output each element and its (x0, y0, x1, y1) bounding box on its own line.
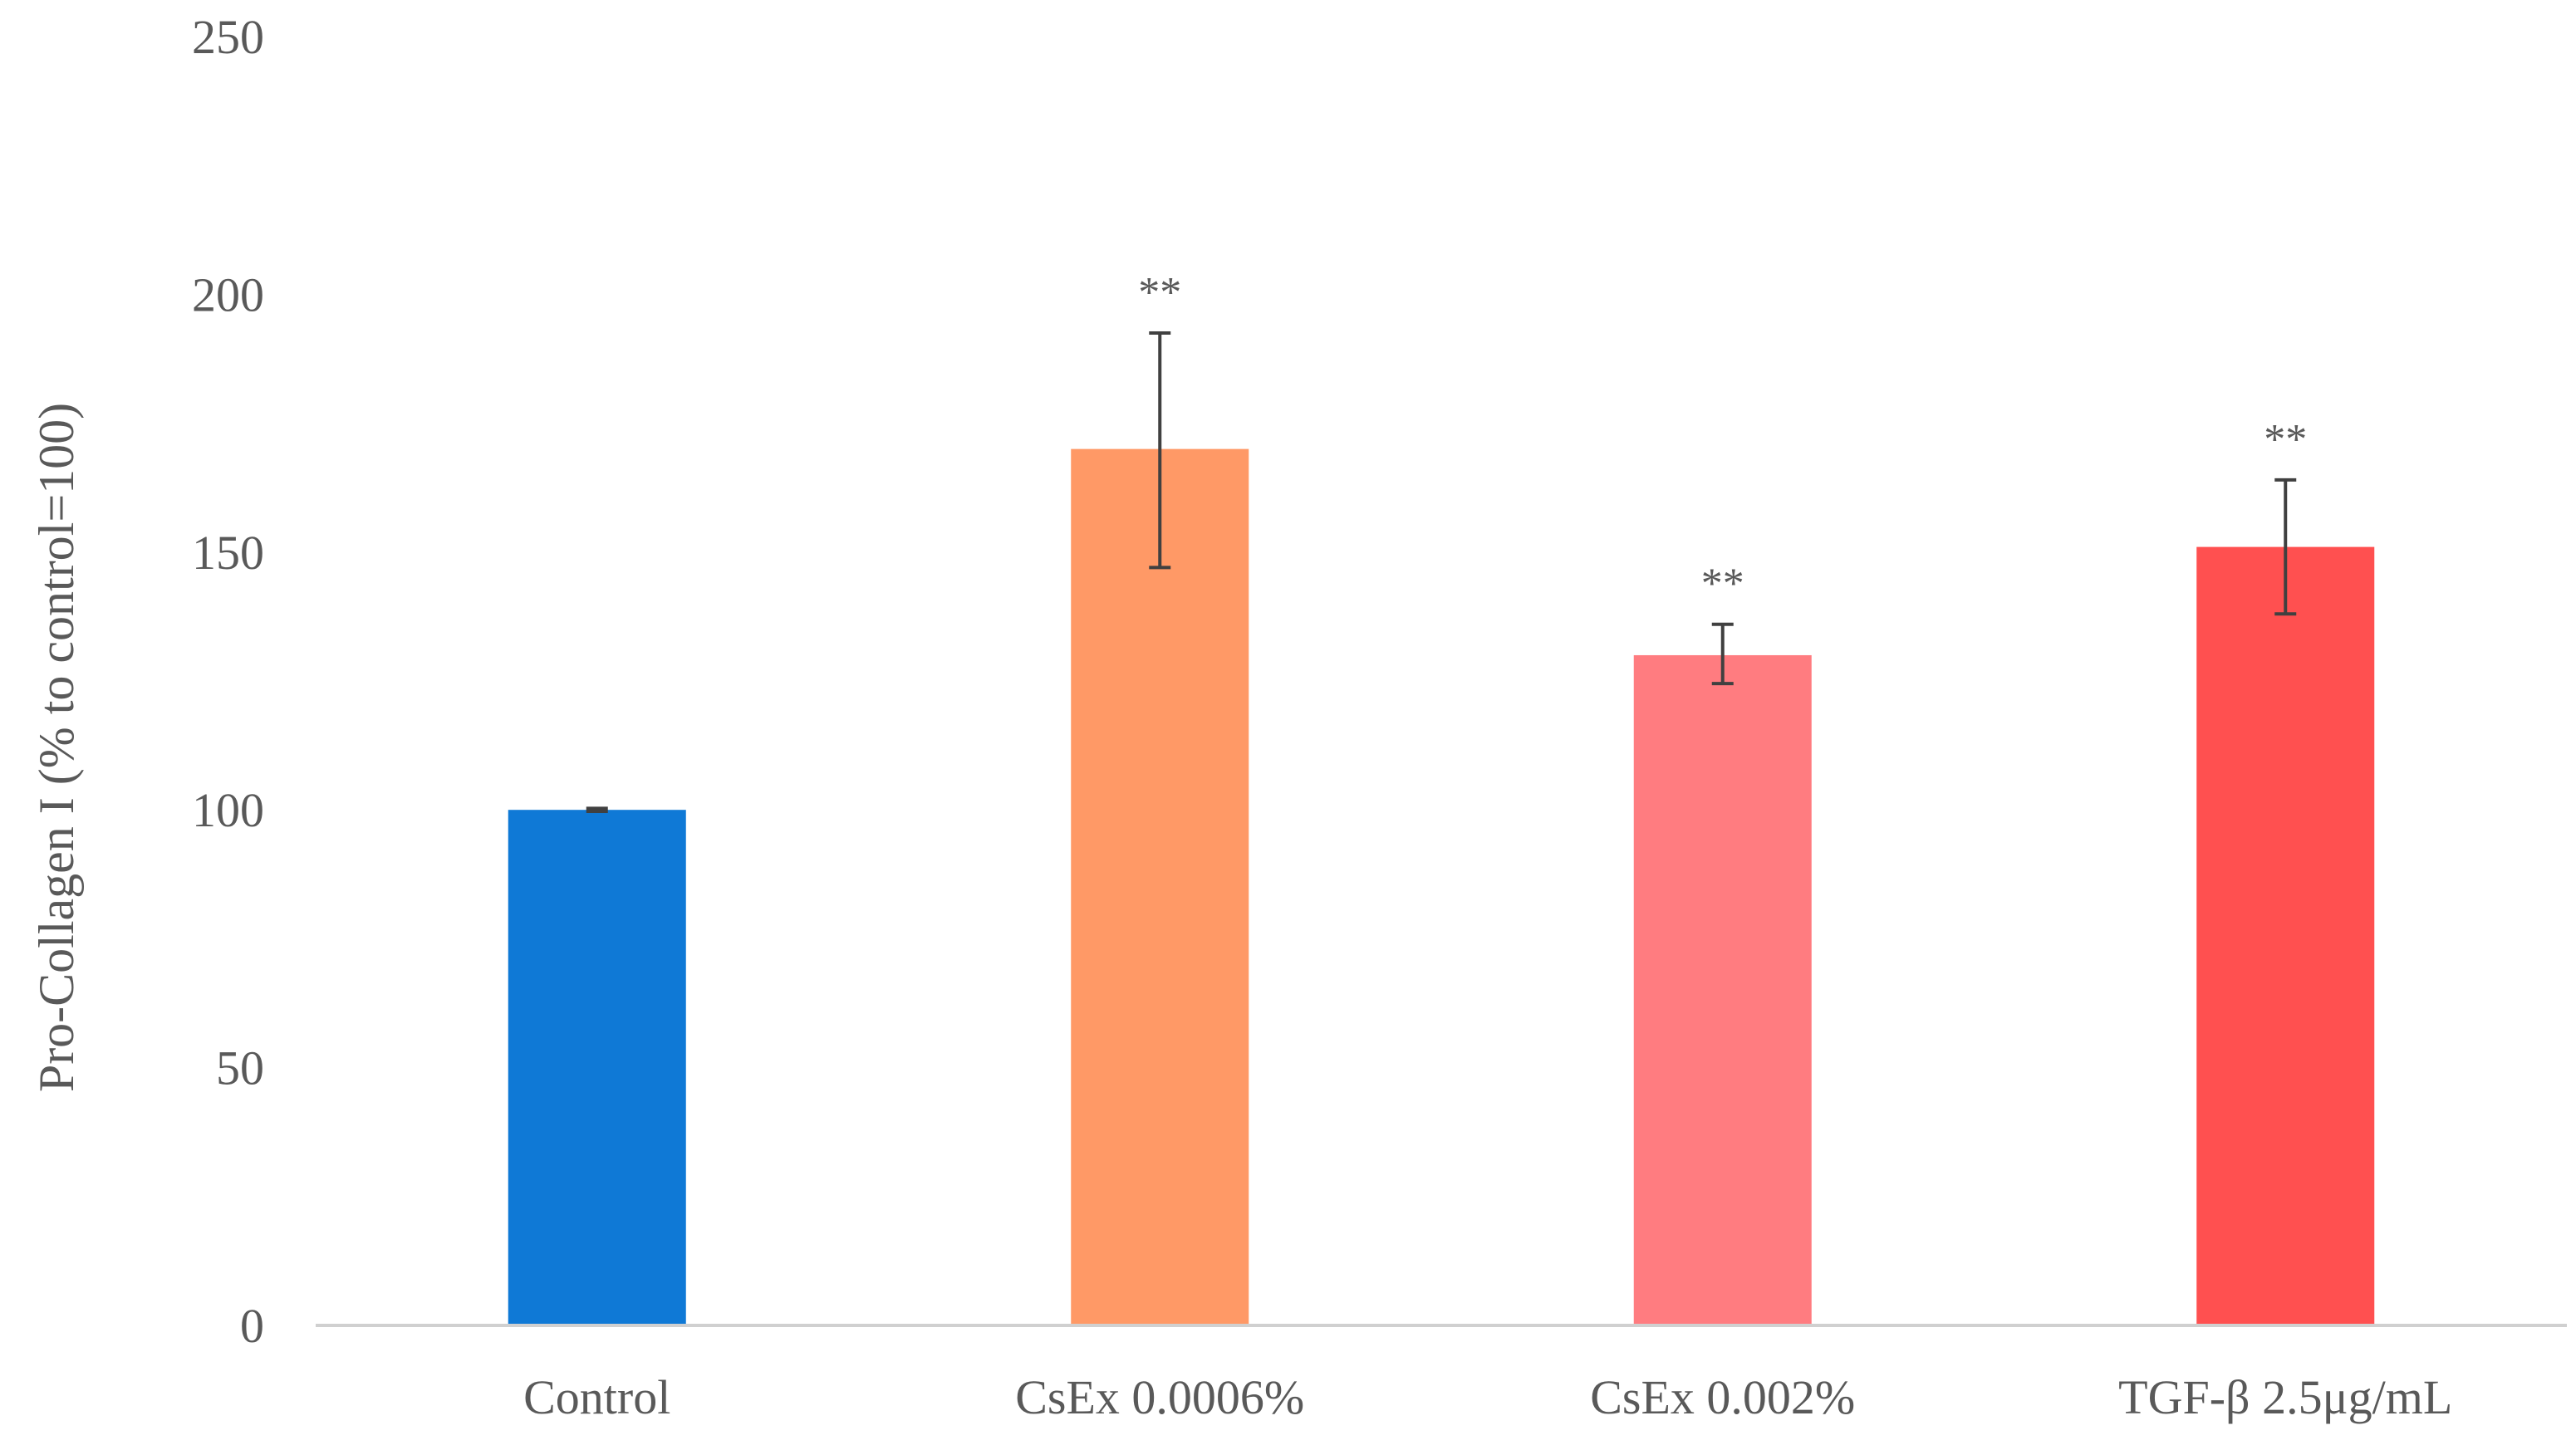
error-bars (586, 331, 2297, 814)
y-tick-label: 150 (192, 526, 264, 580)
bar (1071, 448, 1249, 1325)
y-axis-title: Pro-Collagen I (% to control=100) (29, 403, 84, 1092)
category-labels: Control CsEx 0.0006% CsEx 0.002% TGF-β 2.5μ… (523, 1370, 2452, 1424)
bar (508, 810, 686, 1325)
bar (2196, 546, 2375, 1325)
y-tick-label: 200 (192, 267, 264, 321)
bars (508, 448, 2375, 1325)
y-tick-label: 100 (192, 783, 264, 837)
x-category-label: CsEx 0.002% (1590, 1370, 1855, 1424)
y-tick-label: 0 (240, 1299, 264, 1353)
bar (1633, 654, 1812, 1325)
x-category-label: Control (523, 1370, 670, 1424)
significance-annotations: ** ** ** (1138, 269, 2307, 608)
x-category-label: CsEx 0.0006% (1015, 1370, 1304, 1424)
significance-label: ** (1701, 561, 1744, 608)
significance-label: ** (1138, 269, 1181, 316)
significance-label: ** (2264, 416, 2307, 463)
y-tick-label: 250 (192, 10, 264, 64)
y-tick-label: 50 (216, 1041, 264, 1095)
x-category-label: TGF-β 2.5μg/mL (2118, 1370, 2452, 1424)
y-tick-labels: 0 50 100 150 200 250 (192, 10, 264, 1353)
